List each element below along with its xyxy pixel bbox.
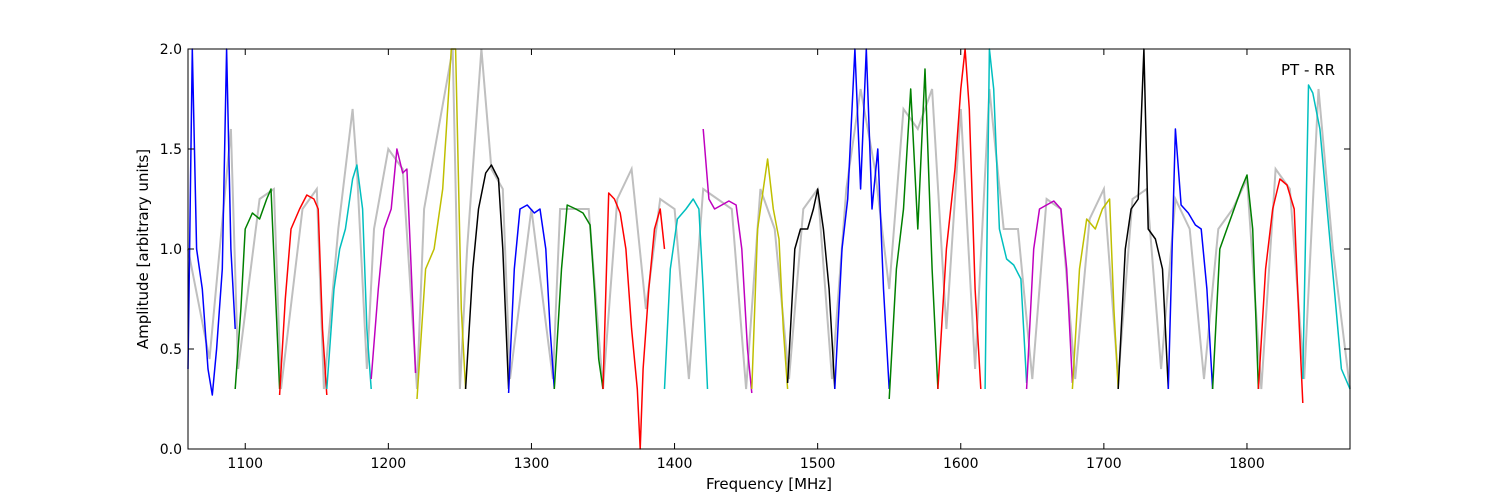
y-tick-label: 1.5: [160, 142, 182, 158]
series-line-7: [464, 164, 510, 390]
x-axis-label: Frequency [MHz]: [706, 475, 832, 493]
series-line-10: [602, 192, 666, 450]
series-line-1: [187, 48, 236, 396]
series-line-2: [234, 188, 281, 390]
x-tick-label: 1300: [514, 456, 550, 472]
x-tick-label: 1400: [657, 456, 693, 472]
series-line-19: [1025, 200, 1074, 390]
series-line-22: [1167, 128, 1214, 390]
x-tick-label: 1800: [1229, 456, 1265, 472]
series-line-8: [507, 204, 556, 394]
series-line-15: [834, 48, 890, 390]
series-line-9: [553, 204, 604, 390]
series-line-23: [1211, 174, 1260, 390]
y-tick-label: 0.0: [160, 442, 182, 458]
y-tick-label: 0.5: [160, 342, 182, 358]
series-line-18: [984, 48, 1028, 390]
y-axis-label: Amplitude [arbitrary units]: [134, 149, 152, 349]
y-tick-label: 2.0: [160, 42, 182, 58]
background-series-line: [187, 48, 1351, 390]
x-tick-label: 1500: [800, 456, 836, 472]
x-tick-label: 1200: [371, 456, 407, 472]
plot-area: [187, 48, 1351, 450]
series-line-12: [702, 128, 753, 394]
series-line-5: [370, 148, 417, 380]
series-line-11: [663, 198, 709, 390]
series-line-20: [1071, 198, 1119, 390]
x-axis-ticks: 1100 1200 1300 1400 1500 1600 1700 1800: [227, 49, 1265, 472]
y-axis-ticks: 0.0 0.5 1.0 1.5 2.0: [160, 42, 1350, 458]
series-line-16: [888, 68, 939, 400]
series-line-24: [1257, 178, 1304, 404]
x-tick-label: 1700: [1086, 456, 1122, 472]
series-line-17: [937, 48, 982, 390]
series-line-25: [1302, 84, 1351, 390]
series-line-4: [326, 164, 372, 390]
series-line-13: [751, 158, 789, 390]
x-tick-label: 1600: [943, 456, 979, 472]
x-tick-label: 1100: [227, 456, 263, 472]
series-line-14: [786, 188, 836, 390]
series-layer: [187, 48, 1351, 450]
chart-annotation: PT - RR: [1281, 61, 1335, 79]
background-series-layer: [187, 48, 1351, 390]
series-line-3: [278, 194, 328, 396]
y-tick-label: 1.0: [160, 242, 182, 258]
series-line-6: [416, 48, 467, 400]
